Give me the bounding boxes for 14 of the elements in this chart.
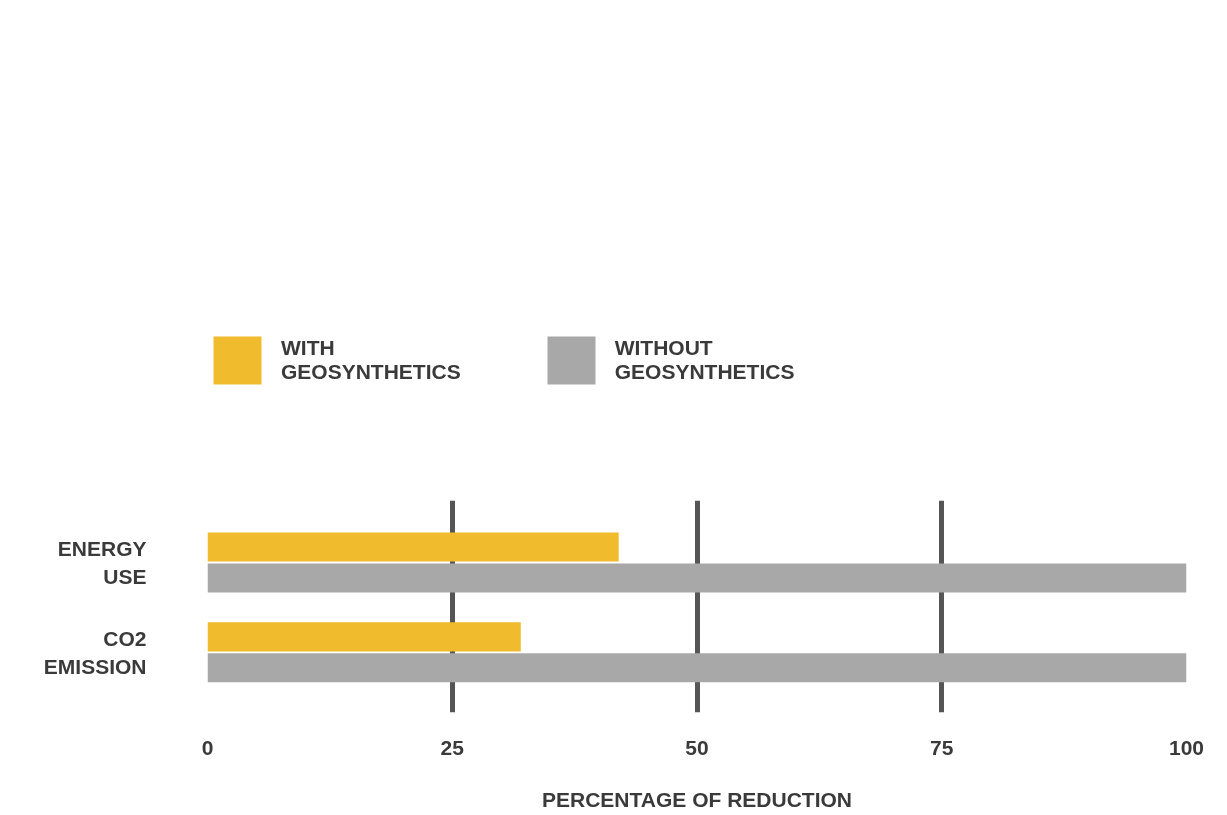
x-axis-title: PERCENTAGE OF REDUCTION [542,787,852,811]
x-tick-label: 25 [440,735,465,759]
x-tick-label: 0 [201,735,214,759]
x-tick-label: 75 [930,735,954,759]
bar [207,622,521,652]
bar [207,653,1187,683]
bar [207,532,619,562]
legend-label: WITHOUT GEOSYNTHETICS [614,336,795,384]
y-tick-label: ENERGY USE [57,537,147,588]
y-tick-label: CO2 EMISSION [43,627,147,678]
bar [207,563,1187,593]
legend-label: WITH GEOSYNTHETICS [281,336,461,384]
x-tick-label: 50 [685,735,709,759]
x-tick-label: 100 [1168,735,1205,759]
